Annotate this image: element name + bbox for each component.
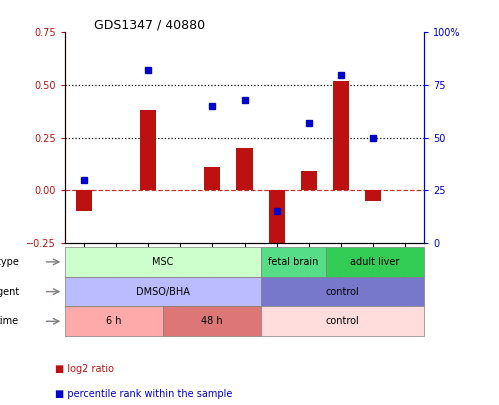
Bar: [261, 277, 424, 307]
Text: MSC: MSC: [152, 257, 174, 267]
Bar: [268, 190, 284, 249]
Text: ■ percentile rank within the sample: ■ percentile rank within the sample: [55, 389, 232, 399]
Bar: [205, 167, 221, 190]
Text: control: control: [326, 287, 359, 296]
Bar: [65, 247, 261, 277]
Text: GDS1347 / 40880: GDS1347 / 40880: [94, 18, 205, 31]
Bar: [65, 277, 261, 307]
Text: 6 h: 6 h: [106, 316, 122, 326]
Bar: [237, 148, 252, 190]
Text: agent: agent: [0, 287, 19, 296]
Bar: [300, 171, 317, 190]
Text: 48 h: 48 h: [201, 316, 223, 326]
Bar: [261, 307, 424, 336]
Text: control: control: [326, 316, 359, 326]
Bar: [365, 190, 381, 201]
Bar: [326, 247, 424, 277]
Bar: [65, 307, 163, 336]
Bar: [76, 190, 92, 211]
Bar: [333, 81, 349, 190]
Text: fetal brain: fetal brain: [268, 257, 319, 267]
Text: time: time: [0, 316, 19, 326]
Bar: [163, 307, 261, 336]
Text: DMSO/BHA: DMSO/BHA: [136, 287, 190, 296]
Text: cell type: cell type: [0, 257, 19, 267]
Bar: [140, 110, 156, 190]
Text: adult liver: adult liver: [350, 257, 400, 267]
Bar: [261, 247, 326, 277]
Text: ■ log2 ratio: ■ log2 ratio: [55, 364, 114, 375]
